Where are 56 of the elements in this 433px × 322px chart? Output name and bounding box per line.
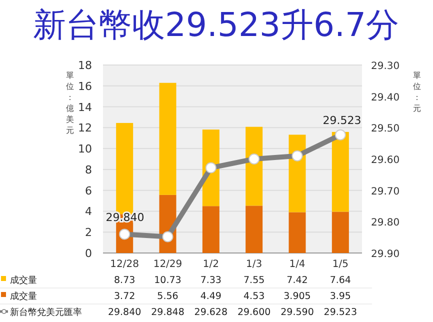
annotation: 29.523: [322, 114, 362, 127]
legend-label: 成交量: [10, 291, 37, 302]
data-label: 10.73: [154, 275, 182, 286]
data-label: 29.840: [108, 307, 142, 318]
x-tick-label: 1/3: [246, 259, 262, 270]
y2-tick-label: 29.70: [371, 186, 400, 198]
x-tick-label: 12/29: [153, 259, 182, 270]
bar: [332, 132, 349, 212]
bar: [288, 212, 306, 253]
data-label: 3.72: [114, 291, 136, 302]
y-tick-label: 18: [78, 59, 92, 72]
bar: [332, 212, 349, 253]
data-label: 4.49: [200, 291, 222, 302]
y-tick-label: 16: [78, 80, 92, 93]
data-label: 29.590: [280, 307, 314, 318]
data-label: 29.600: [237, 307, 271, 318]
data-label: 29.848: [151, 307, 184, 318]
y-tick-label: 14: [78, 100, 92, 114]
data-label: 7.55: [244, 275, 265, 286]
x-tick-label: 1/4: [289, 259, 306, 270]
data-label: 7.42: [286, 275, 308, 286]
data-label: 7.33: [200, 275, 222, 286]
y-tick-label: 8: [85, 163, 92, 176]
data-label: 29.523: [324, 307, 358, 318]
y2-tick-label: 29.80: [371, 218, 400, 229]
chart-title: 新台幣收29.523升6.7分: [33, 5, 399, 44]
y-tick-label: 2: [85, 226, 92, 240]
y2-tick-label: 29.40: [371, 92, 400, 104]
y-tick-label: 10: [78, 142, 92, 156]
data-label: 7.64: [330, 275, 351, 286]
x-tick-label: 12/28: [110, 259, 139, 270]
legend-label: 新台幣兌美元匯率: [10, 307, 82, 318]
y-tick-label: 4: [85, 205, 92, 218]
legend-label: 成交量: [10, 275, 37, 286]
y2-axis-title: 單位：元: [413, 71, 421, 113]
data-label: 29.628: [194, 307, 228, 318]
data-label: 8.73: [114, 275, 136, 286]
bar: [246, 126, 263, 206]
y-axis-title: 單位：億美元: [66, 71, 74, 135]
data-label: 4.53: [244, 291, 265, 302]
bar: [116, 122, 134, 214]
y-tick-label: 0: [85, 247, 92, 260]
bar: [246, 206, 263, 253]
x-tick-label: 1/5: [332, 259, 348, 270]
y-tick-label: 12: [78, 122, 92, 135]
y2-tick-label: 29.30: [371, 61, 400, 72]
y2-tick-label: 29.90: [371, 249, 400, 260]
x-tick-label: 1/2: [202, 259, 219, 270]
bar: [159, 82, 176, 195]
data-label: 5.56: [157, 291, 178, 302]
y2-tick-label: 29.60: [371, 155, 400, 166]
y-tick-label: 6: [85, 184, 92, 198]
data-label: 3.95: [330, 291, 351, 302]
data-label: 3.905: [284, 291, 311, 302]
bar: [202, 206, 220, 253]
y2-tick-label: 29.50: [371, 124, 400, 135]
